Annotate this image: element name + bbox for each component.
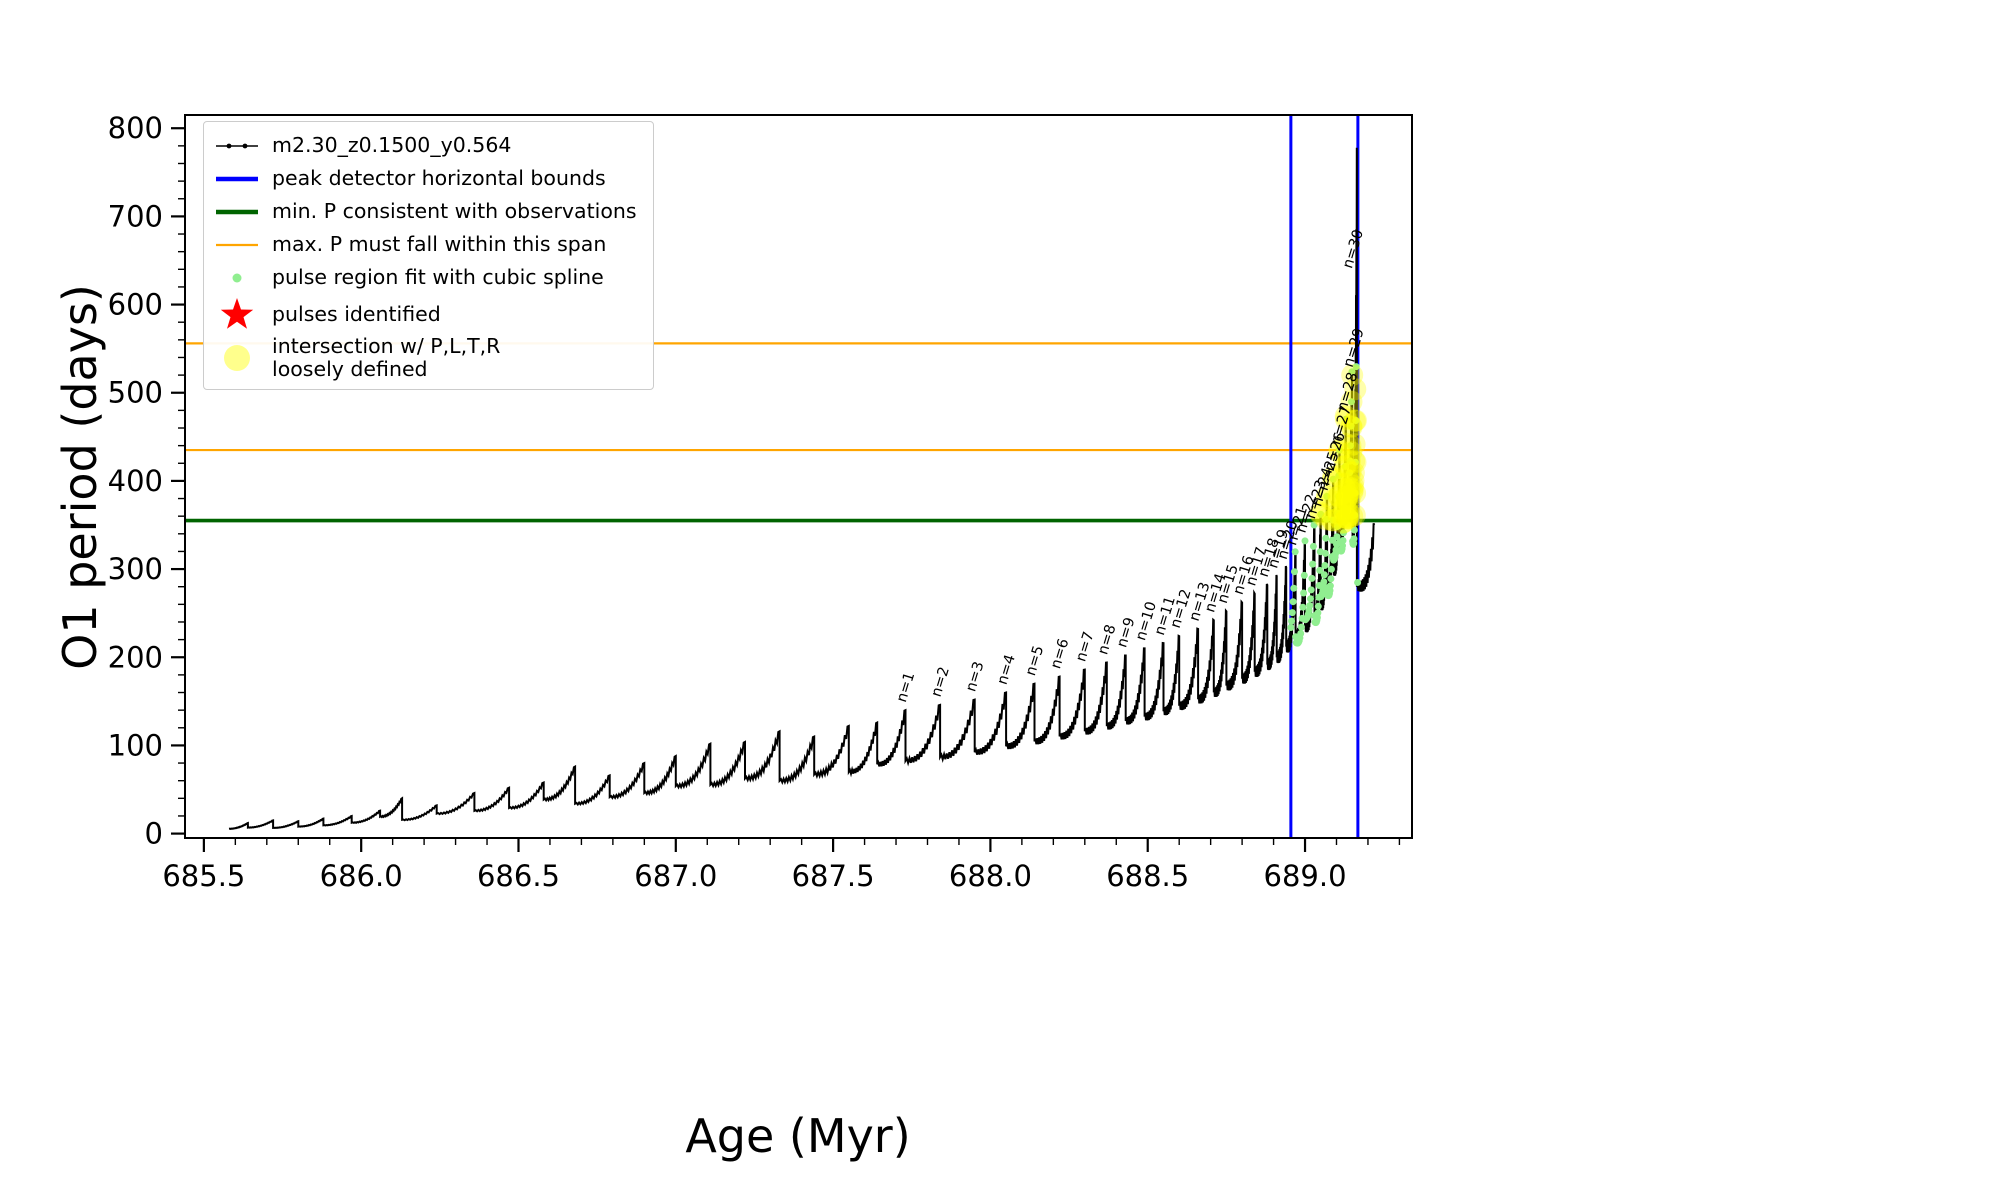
legend-label: pulses identified	[272, 301, 441, 326]
x-axis-label: Age (Myr)	[685, 1109, 910, 1163]
pulse-annotation: n=30	[1340, 228, 1367, 271]
spline-fit-points	[1287, 363, 1362, 647]
legend-item: peak detector horizontal bounds	[214, 163, 637, 194]
pulse-annotation: n=29	[1341, 327, 1368, 370]
pulse-star-icon	[214, 295, 260, 333]
pulse-annotation: n=4	[995, 653, 1019, 687]
legend-label: m2.30_z0.1500_y0.564	[272, 133, 512, 158]
pulse-annotation: n=5	[1023, 644, 1047, 678]
legend-label: max. P must fall within this span	[272, 232, 607, 257]
legend-label: intersection w/ P,L,T,R loosely defined	[272, 334, 501, 381]
x-tick-label: 685.5	[162, 859, 245, 893]
y-tick-label: 0	[145, 817, 163, 851]
x-tick-label: 686.5	[477, 859, 560, 893]
spline-dot-icon	[214, 263, 260, 293]
bounds-line-icon	[214, 164, 260, 194]
x-tick-label: 687.0	[634, 859, 717, 893]
x-tick-label: 686.0	[320, 859, 403, 893]
x-tick-label: 688.5	[1106, 859, 1189, 893]
y-tick-label: 400	[108, 464, 163, 498]
x-tick-label: 688.0	[949, 859, 1032, 893]
legend-item: min. P consistent with observations	[214, 196, 637, 227]
intersection-dot-icon	[214, 341, 260, 375]
y-tick-label: 600	[108, 288, 163, 322]
legend-item: intersection w/ P,L,T,R loosely defined	[214, 335, 637, 381]
y-tick-label: 700	[108, 199, 163, 233]
legend-label: pulse region fit with cubic spline	[272, 265, 604, 290]
legend-label: peak detector horizontal bounds	[272, 166, 606, 191]
legend-item: pulse region fit with cubic spline	[214, 262, 637, 293]
plot-spines	[184, 114, 1413, 839]
y-axis-label: O1 period (days)	[53, 284, 107, 670]
pulse-annotation: n=7	[1073, 630, 1097, 664]
intersection-points	[1309, 364, 1367, 534]
series-line-icon	[214, 131, 260, 161]
legend-item: pulses identified	[214, 295, 637, 333]
y-tick-label: 300	[108, 552, 163, 586]
legend-item: max. P must fall within this span	[214, 229, 637, 260]
pulse-annotation: n=6	[1048, 637, 1072, 671]
x-tick-label: 687.5	[792, 859, 875, 893]
pulse-annotation: n=2	[929, 665, 953, 699]
y-tick-label: 200	[108, 640, 163, 674]
period-curve	[228, 147, 1376, 830]
plot-area: n=1 n=2 n=3 n=4 n=5 n=6 n=7n=8n=9n=10n=11n=12n…	[108, 111, 1413, 893]
y-tick-label: 100	[108, 728, 163, 762]
axis-ticks: 685.5 686.0 686.5 687.0 687.5 688.0 688.5 689.0…	[108, 111, 1401, 893]
max-p-line-icon	[214, 230, 260, 260]
legend-item: m2.30_z0.1500_y0.564	[214, 130, 637, 161]
y-tick-label: 500	[108, 376, 163, 410]
min-p-line-icon	[214, 197, 260, 227]
y-tick-label: 800	[108, 111, 163, 145]
pulse-annotation: n=3	[963, 660, 987, 694]
pulse-annotation: n=1	[894, 670, 918, 704]
legend-label: min. P consistent with observations	[272, 199, 637, 224]
x-tick-label: 689.0	[1264, 859, 1347, 893]
